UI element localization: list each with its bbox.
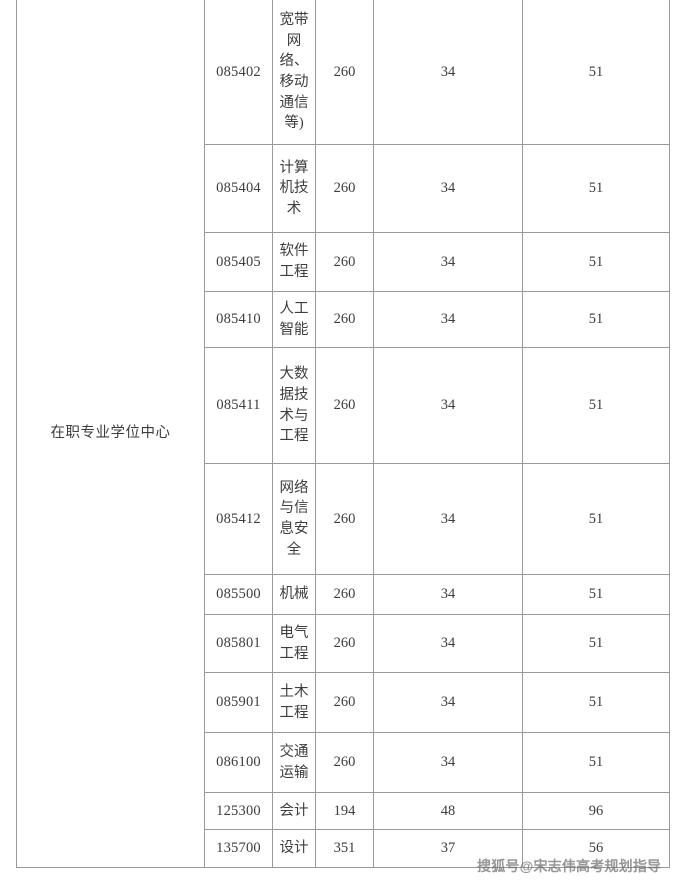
subject-score-2-cell: 51 — [522, 232, 670, 292]
major-code-cell: 085410 — [204, 291, 273, 348]
major-name-cell: 土木工程 — [272, 672, 316, 733]
major-code-cell: 085402 — [204, 0, 273, 145]
major-code-cell: 085405 — [204, 232, 273, 292]
table-row: 085801 电气工程 260 34 51 — [17, 614, 670, 673]
subject-score-2-cell: 51 — [522, 347, 670, 464]
table-row: 085404 计算机技术 260 34 51 — [17, 144, 670, 233]
major-name-cell: 机械 — [272, 574, 316, 615]
subject-score-2-cell: 51 — [522, 144, 670, 233]
subject-score-1-cell: 34 — [373, 144, 523, 233]
table-row: 085405 软件工程 260 34 51 — [17, 232, 670, 292]
major-name-cell: 交通运输 — [272, 732, 316, 793]
subject-score-2-cell: 51 — [522, 0, 670, 145]
subject-score-1-cell: 34 — [373, 614, 523, 673]
subject-score-2-cell: 51 — [522, 463, 670, 575]
subject-score-1-cell: 34 — [373, 232, 523, 292]
table-row: 在职专业学位中心 085402 宽带网络、移动通信等) 260 34 51 — [16, 0, 670, 868]
major-name-cell: 网络与信息安全 — [272, 463, 316, 575]
subject-score-1-cell: 37 — [373, 829, 523, 868]
subject-score-2-cell: 51 — [522, 614, 670, 673]
subject-score-1-cell: 34 — [373, 672, 523, 733]
total-score-cell: 260 — [315, 614, 374, 673]
admission-score-table: 在职专业学位中心 085402 宽带网络、移动通信等) 260 34 51 085404 计算… — [16, 0, 670, 868]
table-body: 在职专业学位中心 085402 宽带网络、移动通信等) 260 34 51 085404 计算… — [16, 0, 670, 868]
major-name-cell: 设计 — [272, 829, 316, 868]
total-score-cell: 260 — [315, 672, 374, 733]
subject-score-1-cell: 48 — [373, 792, 523, 830]
total-score-cell: 194 — [315, 792, 374, 830]
major-name-cell: 人工智能 — [272, 291, 316, 348]
table-row: 125300 会计 194 48 96 — [17, 792, 670, 830]
major-name-cell: 计算机技术 — [272, 144, 316, 233]
major-code-cell: 085404 — [204, 144, 273, 233]
subject-score-1-cell: 34 — [373, 574, 523, 615]
total-score-cell: 260 — [315, 732, 374, 793]
major-name-cell: 软件工程 — [272, 232, 316, 292]
major-code-cell: 085412 — [204, 463, 273, 575]
total-score-cell: 260 — [315, 144, 374, 233]
subject-score-1-cell: 34 — [373, 463, 523, 575]
total-score-cell: 351 — [315, 829, 374, 868]
table-row: 085412 网络与信息安全 260 34 51 — [17, 463, 670, 575]
subject-score-1-cell: 34 — [373, 347, 523, 464]
total-score-cell: 260 — [315, 347, 374, 464]
total-score-cell: 260 — [315, 574, 374, 615]
subject-score-1-cell: 34 — [373, 0, 523, 145]
table-row: 086100 交通运输 260 34 51 — [17, 732, 670, 793]
major-code-cell: 135700 — [204, 829, 273, 868]
total-score-cell: 260 — [315, 0, 374, 145]
major-code-cell: 085801 — [204, 614, 273, 673]
subject-score-2-cell: 51 — [522, 672, 670, 733]
table-row: 085901 土木工程 260 34 51 — [17, 672, 670, 733]
subject-score-2-cell: 51 — [522, 732, 670, 793]
major-code-cell: 085500 — [204, 574, 273, 615]
major-code-cell: 086100 — [204, 732, 273, 793]
table-row: 135700 设计 351 37 56 — [17, 829, 670, 868]
major-code-cell: 085411 — [204, 347, 273, 464]
subject-score-2-cell: 56 — [522, 829, 670, 868]
subject-score-2-cell: 51 — [522, 291, 670, 348]
major-name-cell: 宽带网络、移动通信等) — [272, 0, 316, 145]
table-row: 085411 大数据技术与工程 260 34 51 — [17, 347, 670, 464]
department-cell: 在职专业学位中心 — [16, 0, 205, 868]
table-row: 085410 人工智能 260 34 51 — [17, 291, 670, 348]
major-code-cell: 125300 — [204, 792, 273, 830]
subject-score-1-cell: 34 — [373, 732, 523, 793]
table-row: 085500 机械 260 34 51 — [17, 574, 670, 615]
major-code-cell: 085901 — [204, 672, 273, 733]
subject-score-1-cell: 34 — [373, 291, 523, 348]
subject-score-2-cell: 96 — [522, 792, 670, 830]
major-name-cell: 大数据技术与工程 — [272, 347, 316, 464]
major-name-cell: 电气工程 — [272, 614, 316, 673]
total-score-cell: 260 — [315, 232, 374, 292]
total-score-cell: 260 — [315, 463, 374, 575]
subject-score-2-cell: 51 — [522, 574, 670, 615]
total-score-cell: 260 — [315, 291, 374, 348]
major-name-cell: 会计 — [272, 792, 316, 830]
